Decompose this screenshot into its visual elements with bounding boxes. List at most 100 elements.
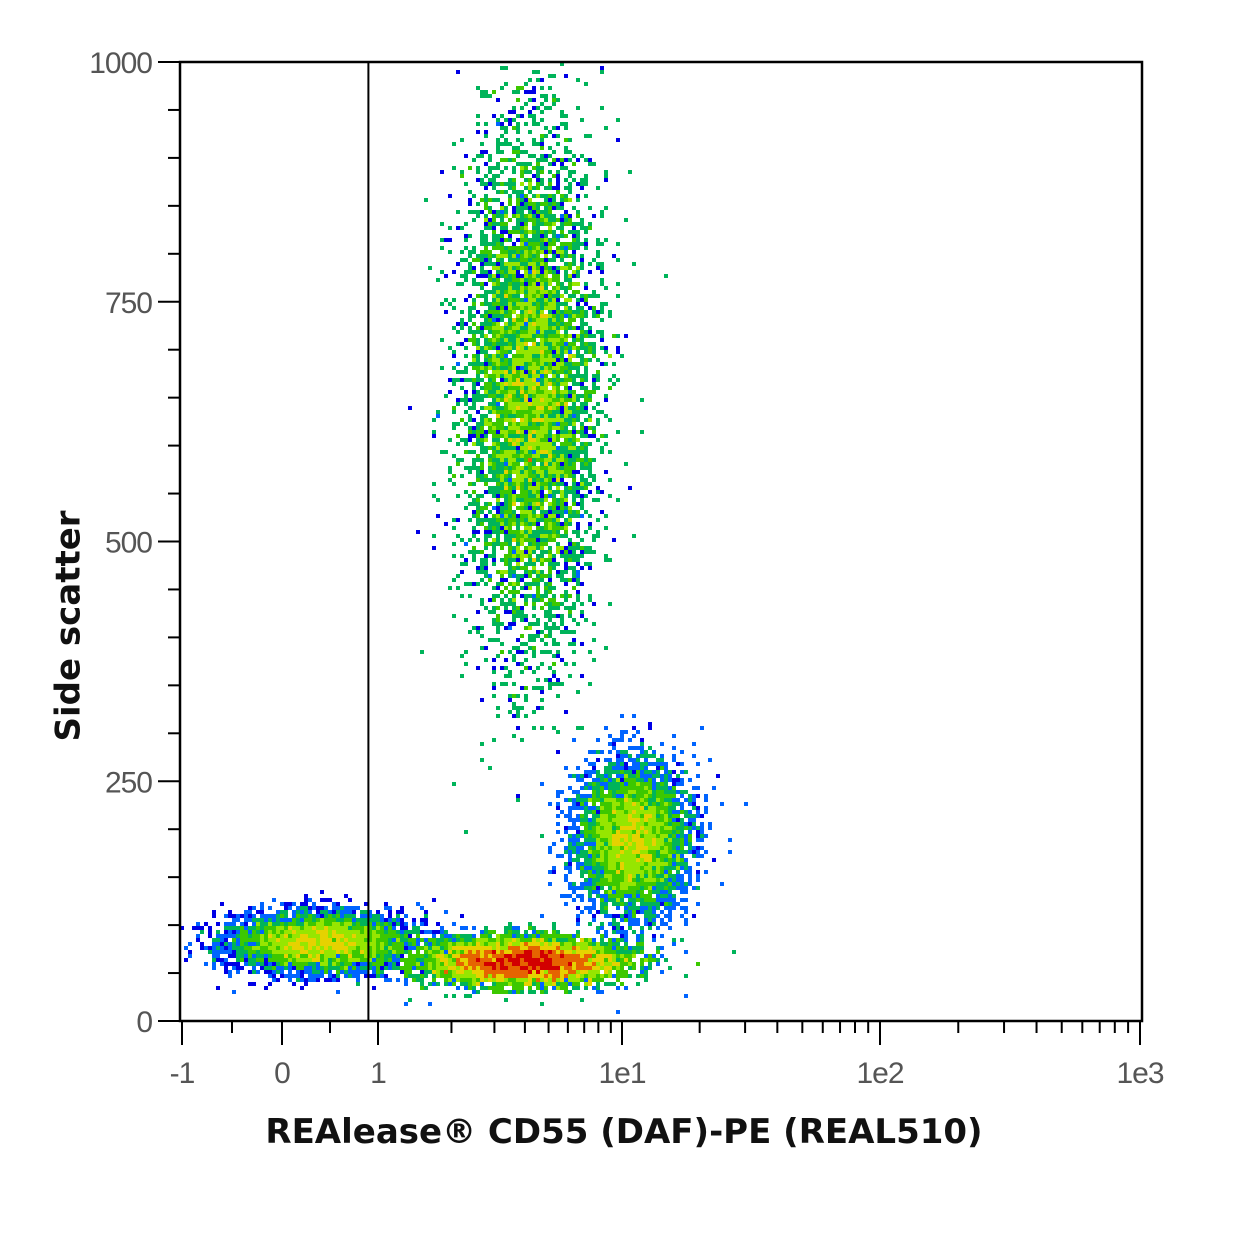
- event-density-cell: [284, 906, 288, 910]
- event-density-cell: [636, 770, 640, 774]
- event-density-cell: [572, 294, 576, 298]
- event-density-cell: [564, 382, 568, 386]
- event-density-cell: [644, 822, 648, 826]
- event-density-cell: [488, 338, 492, 342]
- event-density-cell: [560, 226, 564, 230]
- event-density-cell: [392, 922, 396, 926]
- event-density-cell: [508, 650, 512, 654]
- event-density-cell: [656, 902, 660, 906]
- event-density-cell: [512, 466, 516, 470]
- event-density-cell: [564, 466, 568, 470]
- event-density-cell: [476, 630, 480, 634]
- event-density-cell: [464, 450, 468, 454]
- event-density-cell: [500, 542, 504, 546]
- event-density-cell: [488, 454, 492, 458]
- event-density-cell: [536, 334, 540, 338]
- event-density-cell: [432, 482, 436, 486]
- event-density-cell: [248, 910, 252, 914]
- event-density-cell: [564, 446, 568, 450]
- event-density-cell: [484, 430, 488, 434]
- event-density-cell: [564, 266, 568, 270]
- event-density-cell: [540, 374, 544, 378]
- event-density-cell: [672, 814, 676, 818]
- event-density-cell: [476, 122, 480, 126]
- event-density-cell: [660, 874, 664, 878]
- event-density-cell: [596, 850, 600, 854]
- event-density-cell: [600, 490, 604, 494]
- event-density-cell: [688, 822, 692, 826]
- event-density-cell: [524, 598, 528, 602]
- event-density-cell: [684, 842, 688, 846]
- event-density-cell: [660, 798, 664, 802]
- event-density-cell: [480, 346, 484, 350]
- event-density-cell: [524, 550, 528, 554]
- event-density-cell: [576, 906, 580, 910]
- event-density-cell: [548, 554, 552, 558]
- event-density-cell: [480, 698, 484, 702]
- event-density-cell: [568, 170, 572, 174]
- event-density-cell: [492, 622, 496, 626]
- event-density-cell: [536, 930, 540, 934]
- event-density-cell: [496, 706, 500, 710]
- event-density-cell: [476, 354, 480, 358]
- event-density-cell: [540, 554, 544, 558]
- event-density-cell: [540, 234, 544, 238]
- event-density-cell: [508, 290, 512, 294]
- event-density-cell: [532, 106, 536, 110]
- event-density-cell: [516, 298, 520, 302]
- event-density-cell: [496, 614, 500, 618]
- event-density-cell: [220, 902, 224, 906]
- event-density-cell: [564, 490, 568, 494]
- event-density-cell: [592, 806, 596, 810]
- event-density-cell: [640, 894, 644, 898]
- event-density-cell: [568, 470, 572, 474]
- event-density-cell: [596, 738, 600, 742]
- event-density-cell: [484, 202, 488, 206]
- event-density-cell: [504, 286, 508, 290]
- event-density-cell: [540, 782, 544, 786]
- event-density-cell: [524, 938, 528, 942]
- event-density-cell: [572, 254, 576, 258]
- event-density-cell: [508, 322, 512, 326]
- event-density-cell: [496, 282, 500, 286]
- event-density-cell: [516, 546, 520, 550]
- event-density-cell: [488, 178, 492, 182]
- event-density-cell: [416, 938, 420, 942]
- event-density-cell: [484, 394, 488, 398]
- event-density-cell: [516, 402, 520, 406]
- event-density-cell: [612, 870, 616, 874]
- event-density-cell: [548, 470, 552, 474]
- event-density-cell: [596, 186, 600, 190]
- event-density-cell: [660, 782, 664, 786]
- event-density-cell: [500, 490, 504, 494]
- event-density-cell: [552, 366, 556, 370]
- event-density-cell: [632, 782, 636, 786]
- event-density-cell: [612, 938, 616, 942]
- event-density-cell: [564, 626, 568, 630]
- event-density-cell: [452, 354, 456, 358]
- event-density-cell: [584, 938, 588, 942]
- event-density-cell: [632, 262, 636, 266]
- event-density-cell: [520, 370, 524, 374]
- event-density-cell: [532, 726, 536, 730]
- event-density-cell: [524, 82, 528, 86]
- event-density-cell: [544, 390, 548, 394]
- event-density-cell: [436, 278, 440, 282]
- event-density-cell: [496, 390, 500, 394]
- event-density-cell: [520, 274, 524, 278]
- event-density-cell: [492, 302, 496, 306]
- event-density-cell: [488, 250, 492, 254]
- event-density-cell: [572, 154, 576, 158]
- event-density-cell: [552, 278, 556, 282]
- event-density-cell: [632, 814, 636, 818]
- event-density-cell: [700, 826, 704, 830]
- event-density-cell: [284, 910, 288, 914]
- event-density-cell: [504, 246, 508, 250]
- event-density-cell: [592, 430, 596, 434]
- event-density-cell: [496, 166, 500, 170]
- event-density-cell: [520, 558, 524, 562]
- event-density-cell: [604, 822, 608, 826]
- event-density-cell: [620, 846, 624, 850]
- event-density-cell: [488, 330, 492, 334]
- event-density-cell: [536, 330, 540, 334]
